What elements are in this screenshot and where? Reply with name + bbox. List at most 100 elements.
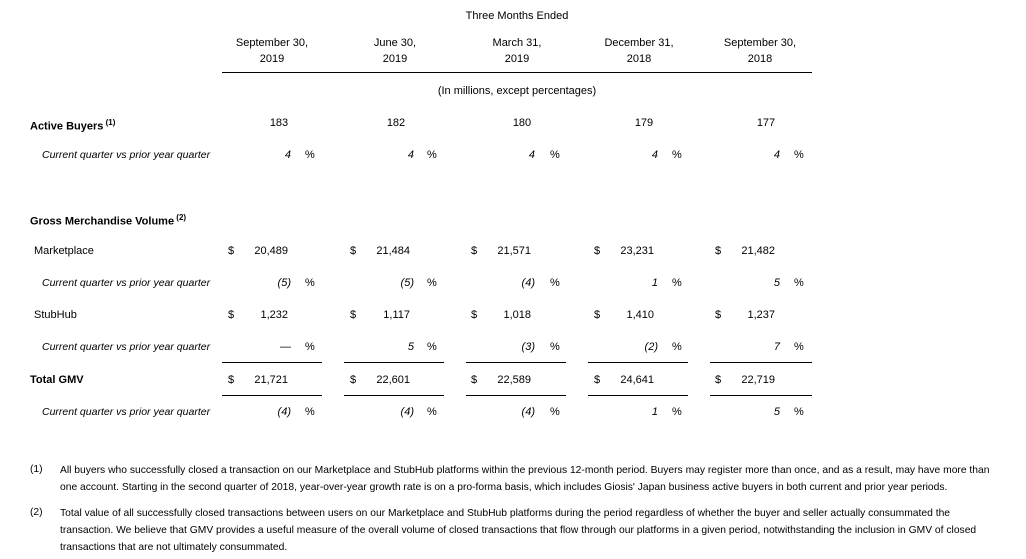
- percent-value: 5: [773, 406, 780, 418]
- row-label: StubHub: [34, 309, 77, 321]
- header-rule: [222, 72, 812, 73]
- period-month: June 30,: [373, 37, 417, 49]
- percent-sign: %: [550, 406, 560, 418]
- cell-value: 24,641: [620, 374, 654, 386]
- cell-value: 179: [634, 117, 654, 129]
- percent-sign: %: [427, 277, 437, 289]
- percent-sign: %: [794, 341, 804, 353]
- cell-value: 22,719: [741, 374, 775, 386]
- row-label: Current quarter vs prior year quarter: [42, 149, 211, 161]
- currency-sign: $: [471, 309, 478, 321]
- cell-value: 21,571: [497, 245, 531, 257]
- column-rule: [222, 362, 322, 363]
- period-month: September 30,: [235, 37, 309, 49]
- currency-sign: $: [715, 374, 722, 386]
- percent-value: (5): [277, 277, 291, 289]
- cell-value: 21,482: [741, 245, 775, 257]
- column-rule: [710, 395, 812, 396]
- column-rule: [466, 395, 566, 396]
- percent-sign: %: [672, 341, 682, 353]
- percent-value: (4): [521, 277, 535, 289]
- currency-sign: $: [471, 374, 478, 386]
- percent-value: 7: [773, 341, 780, 353]
- currency-sign: $: [350, 245, 357, 257]
- cell-value: 1,018: [503, 309, 531, 321]
- percent-value: 4: [651, 149, 658, 161]
- currency-sign: $: [228, 309, 235, 321]
- cell-value: 23,231: [620, 245, 654, 257]
- column-rule: [588, 362, 688, 363]
- percent-sign: %: [672, 277, 682, 289]
- percent-sign: %: [672, 406, 682, 418]
- currency-sign: $: [594, 374, 601, 386]
- percent-sign: %: [550, 277, 560, 289]
- table-title: Three Months Ended: [465, 10, 569, 22]
- percent-value: 4: [407, 149, 414, 161]
- column-rule: [466, 362, 566, 363]
- footnote-ref: (1): [103, 118, 116, 127]
- percent-value: 4: [284, 149, 291, 161]
- units-note: (In millions, except percentages): [437, 85, 597, 97]
- currency-sign: $: [715, 309, 722, 321]
- percent-sign: %: [550, 341, 560, 353]
- currency-sign: $: [228, 245, 235, 257]
- percent-sign: %: [427, 406, 437, 418]
- percent-value: (4): [400, 406, 414, 418]
- footnote-marker: (1): [30, 464, 43, 475]
- cell-value: 183: [269, 117, 289, 129]
- percent-sign: %: [794, 277, 804, 289]
- percent-sign: %: [427, 149, 437, 161]
- currency-sign: $: [350, 374, 357, 386]
- percent-value: (4): [521, 406, 535, 418]
- period-month: December 31,: [604, 37, 674, 49]
- percent-sign: %: [794, 149, 804, 161]
- cell-value: 177: [756, 117, 776, 129]
- column-rule: [588, 395, 688, 396]
- cell-value: 1,237: [747, 309, 775, 321]
- cell-value: 1,232: [260, 309, 288, 321]
- period-year: 2018: [747, 53, 773, 65]
- period-year: 2018: [626, 53, 652, 65]
- percent-sign: %: [305, 341, 315, 353]
- cell-value: 21,484: [376, 245, 410, 257]
- percent-sign: %: [550, 149, 560, 161]
- percent-value: 1: [651, 406, 658, 418]
- currency-sign: $: [594, 245, 601, 257]
- row-label: Current quarter vs prior year quarter: [42, 406, 211, 418]
- footnote-marker: (2): [30, 507, 43, 518]
- currency-sign: $: [594, 309, 601, 321]
- percent-value: (2): [644, 341, 658, 353]
- cell-value: 21,721: [254, 374, 288, 386]
- column-rule: [344, 362, 444, 363]
- row-label: Active Buyers (1): [30, 118, 116, 133]
- cell-value: 1,410: [626, 309, 654, 321]
- period-year: 2019: [259, 53, 285, 65]
- currency-sign: $: [715, 245, 722, 257]
- row-label: Gross Merchandise Volume (2): [30, 213, 187, 228]
- period-year: 2019: [382, 53, 408, 65]
- percent-value: 4: [773, 149, 780, 161]
- currency-sign: $: [228, 374, 235, 386]
- row-label: Marketplace: [34, 245, 94, 257]
- footnote-text: Total value of all successfully closed t…: [60, 508, 977, 553]
- footnote-text: All buyers who successfully closed a tra…: [60, 465, 990, 493]
- cell-value: 20,489: [254, 245, 288, 257]
- percent-sign: %: [305, 277, 315, 289]
- column-rule: [222, 395, 322, 396]
- currency-sign: $: [471, 245, 478, 257]
- percent-value: 4: [528, 149, 535, 161]
- row-label: Total GMV: [30, 374, 84, 386]
- percent-value: 5: [773, 277, 780, 289]
- percent-value: —: [280, 341, 291, 353]
- footnote-ref: (2): [174, 213, 187, 222]
- currency-sign: $: [350, 309, 357, 321]
- cell-value: 22,589: [497, 374, 531, 386]
- row-label: Current quarter vs prior year quarter: [42, 277, 211, 289]
- row-label: Current quarter vs prior year quarter: [42, 341, 211, 353]
- percent-sign: %: [794, 406, 804, 418]
- cell-value: 182: [386, 117, 406, 129]
- column-rule: [710, 362, 812, 363]
- percent-sign: %: [305, 406, 315, 418]
- percent-value: 5: [407, 341, 414, 353]
